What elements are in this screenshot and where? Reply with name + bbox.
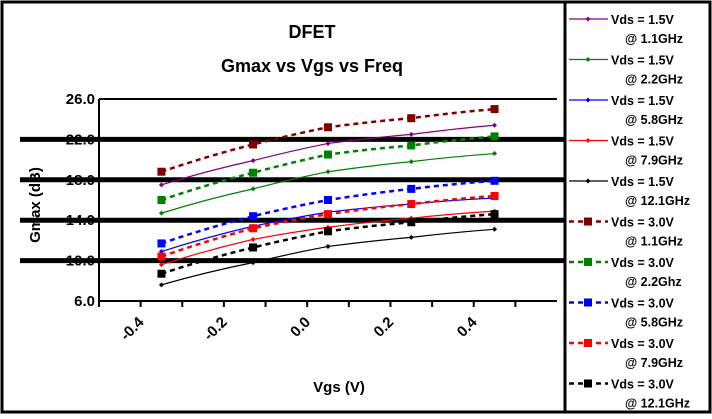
data-point (158, 262, 164, 268)
legend-label: Vds = 3.0V (611, 378, 675, 392)
data-point (585, 178, 591, 184)
legend-sublabel: @ 7.9GHz (625, 154, 683, 168)
legend-label: Vds = 1.5V (611, 54, 675, 68)
legend-label: Vds = 1.5V (611, 175, 675, 189)
legend-label: Vds = 3.0V (611, 216, 675, 230)
data-point (250, 186, 256, 192)
axes (98, 99, 557, 307)
series-group (158, 226, 498, 288)
legend-label: Vds = 1.5V (611, 94, 675, 108)
legend-label: Vds = 1.5V (611, 135, 675, 149)
chart-title: DFET (289, 22, 336, 42)
data-point (325, 169, 331, 175)
series-group (157, 210, 499, 278)
legend-sublabel: @ 12.1GHz (625, 194, 690, 208)
data-point (490, 132, 499, 141)
data-point (325, 140, 331, 146)
data-point (408, 234, 414, 240)
series-group (157, 176, 499, 248)
legend-label: Vds = 3.0V (611, 256, 675, 270)
data-point (407, 141, 416, 150)
data-point (490, 176, 499, 185)
legend-sublabel: @ 1.1GHz (625, 32, 683, 46)
y-tick-label: 14.0 (66, 212, 95, 229)
chart-area-frame (0, 0, 567, 414)
data-point (324, 210, 332, 219)
data-point (584, 258, 592, 266)
data-point (157, 269, 166, 278)
series-group (157, 105, 499, 176)
series-group (158, 151, 498, 216)
data-point (324, 123, 332, 132)
y-tick-label: 22.0 (66, 131, 95, 148)
data-point (490, 191, 499, 200)
legend-sublabel: @ 1.1GHz (625, 235, 683, 249)
data-point (158, 210, 164, 216)
data-point (249, 168, 258, 177)
y-axis-label: Gmax (dB) (27, 167, 44, 243)
data-point (407, 218, 416, 227)
data-point (492, 226, 498, 232)
data-point (408, 159, 414, 165)
legend-label: Vds = 3.0V (611, 297, 675, 311)
data-point (324, 196, 332, 204)
y-tick-labels: 26.0 22.0 18.0 14.0 10.0 6.0 (66, 91, 95, 310)
data-point (490, 210, 499, 219)
legend-sublabel: @ 7.9GHz (625, 356, 683, 370)
data-point (249, 224, 258, 233)
legend-sublabel: @ 5.8GHz (625, 113, 683, 127)
y-tick-label: 18.0 (66, 172, 95, 189)
data-point (584, 217, 592, 226)
data-point (324, 227, 332, 236)
data-point (157, 196, 166, 204)
y-tick-label: 6.0 (74, 293, 95, 310)
data-point (157, 167, 166, 176)
data-point (250, 158, 256, 164)
data-point (492, 151, 498, 157)
chart-subtitle: Gmax vs Vgs vs Freq (221, 56, 403, 76)
data-point (585, 16, 591, 22)
legend-sublabel: @ 2.2GHz (625, 73, 683, 87)
plot-series (157, 105, 499, 288)
data-point (492, 122, 498, 128)
y-tick-label: 26.0 (66, 91, 95, 108)
data-point (407, 184, 416, 193)
legend: Vds = 1.5V @ 1.1GHz Vds = 1.5V @ 2.2GHz Vds … (569, 13, 690, 411)
series-group (157, 132, 499, 204)
legend-sublabel: @ 5.8GHz (625, 316, 683, 330)
data-point (249, 212, 258, 221)
data-point (157, 239, 166, 248)
data-point (407, 114, 416, 123)
data-point (490, 105, 499, 114)
data-point (158, 282, 164, 288)
data-point (584, 298, 592, 307)
series-group (158, 122, 498, 188)
x-axis-label: Vgs (V) (313, 379, 365, 396)
data-point (584, 339, 592, 347)
data-point (408, 131, 414, 137)
data-point (325, 243, 331, 249)
data-point (584, 379, 592, 388)
data-point (407, 200, 416, 209)
legend-sublabel: @ 12.1GHz (625, 397, 690, 411)
data-point (157, 252, 166, 261)
legend-label: Vds = 1.5V (611, 13, 675, 27)
data-point (250, 236, 256, 242)
data-point (585, 138, 591, 143)
y-tick-label: 10.0 (66, 253, 95, 270)
data-point (249, 140, 258, 149)
data-point (250, 260, 256, 266)
legend-sublabel: @ 2.2Ghz (625, 275, 682, 289)
data-point (324, 150, 332, 159)
data-point (249, 243, 258, 252)
data-point (158, 182, 164, 188)
series-group (157, 191, 499, 261)
legend-label: Vds = 3.0V (611, 337, 675, 351)
data-point (585, 97, 591, 103)
data-point (585, 57, 591, 62)
